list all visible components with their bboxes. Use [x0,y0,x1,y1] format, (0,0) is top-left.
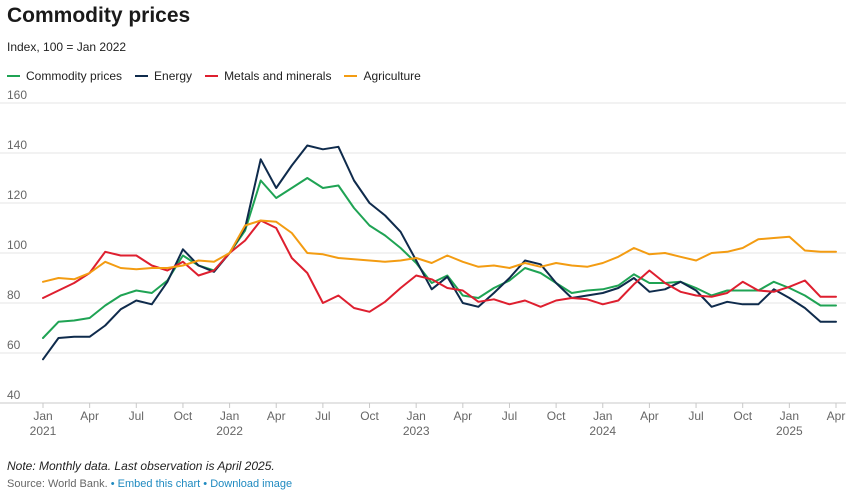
y-tick-label: 80 [7,288,21,302]
x-tick-label: Oct [547,409,566,423]
x-tick-label: Jan [780,409,799,423]
separator: • [203,478,208,490]
y-axis: 40 60 80 100 120 140 160 [7,90,27,402]
x-tick-label: Oct [174,409,193,423]
x-tick-label: Jul [315,409,330,423]
x-tick-label: Jan [406,409,425,423]
x-tick-label: Apr [453,409,472,423]
legend-swatch [135,75,149,77]
y-tick-label: 160 [7,90,27,102]
source-text: Source: World Bank. [7,478,108,490]
separator: • [110,478,115,490]
legend-swatch [205,75,219,77]
x-tick-label: Apr [267,409,286,423]
chart-source: Source: World Bank. • Embed this chart •… [7,478,292,490]
legend-swatch [344,75,358,77]
x-tick-label: Jan [593,409,612,423]
x-tick-label: Jul [688,409,703,423]
x-tick-label: Jan [33,409,52,423]
x-tick-year-label: 2024 [589,424,616,438]
y-tick-label: 100 [7,238,27,252]
legend-item-energy[interactable]: Energy [135,69,192,83]
series-line-commodity-prices [42,177,837,339]
legend-label: Commodity prices [26,69,123,83]
grid-lines [0,102,846,404]
legend-item-agriculture[interactable]: Agriculture [344,69,421,83]
legend-label: Energy [154,69,193,83]
x-tick-year-label: 2021 [30,424,57,438]
y-tick-label: 60 [7,338,21,352]
x-tick-label: Apr [640,409,659,423]
x-tick-label: Jan [220,409,239,423]
chart-subtitle: Index, 100 = Jan 2022 [7,40,127,54]
chart-legend: Commodity prices Energy Metals and miner… [7,69,434,83]
x-tick-label: Oct [733,409,752,423]
legend-swatch [7,75,20,77]
x-tick-year-label: 2022 [216,424,243,438]
legend-label: Metals and minerals [224,69,332,83]
series-line-agriculture [42,219,837,283]
x-tick-label: Apr [827,409,846,423]
legend-item-commodity-prices[interactable]: Commodity prices [7,69,122,83]
x-tick-label: Apr [80,409,99,423]
download-image-link[interactable]: Download image [210,478,293,490]
x-tick-label: Oct [360,409,379,423]
legend-item-metals-and-minerals[interactable]: Metals and minerals [205,69,331,83]
chart-note: Note: Monthly data. Last observation is … [7,459,275,473]
y-tick-label: 120 [7,188,27,202]
y-tick-label: 40 [7,388,21,402]
series-lines [42,144,837,361]
x-tick-year-label: 2023 [403,424,430,438]
x-tick-label: Jul [129,409,144,423]
chart-title: Commodity prices [7,4,191,27]
series-line-metals-and-minerals [42,219,837,313]
legend-label: Agriculture [363,69,421,83]
x-tick-label: Jul [502,409,517,423]
y-tick-label: 140 [7,138,27,152]
embed-chart-link[interactable]: Embed this chart [117,478,201,490]
x-tick-year-label: 2025 [776,424,803,438]
